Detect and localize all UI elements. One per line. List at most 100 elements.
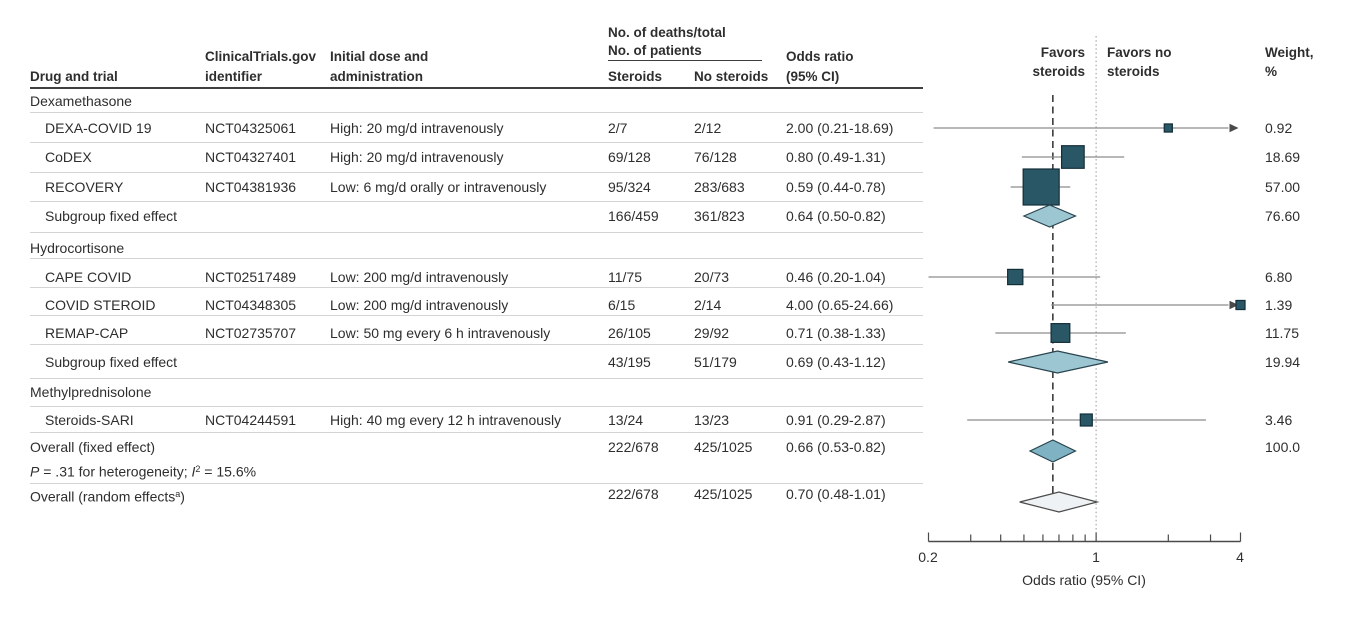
weight-value: 6.80 xyxy=(1265,269,1293,285)
drug-section-label: Methylprednisolone xyxy=(30,384,152,400)
column-header-nct-line2: identifier xyxy=(205,69,263,84)
or-square-marker xyxy=(1050,323,1071,343)
deaths-no-steroids: 76/128 xyxy=(694,149,737,165)
row-separator xyxy=(30,315,923,316)
trial-name: Steroids-SARI xyxy=(45,412,134,428)
overall-label-part: ) xyxy=(180,488,185,505)
or-square-marker xyxy=(1060,145,1085,169)
heterogeneity-note-part: 2 xyxy=(195,464,201,474)
heterogeneity-note-part: I xyxy=(191,463,196,480)
dose-administration: High: 40 mg every 12 h intravenously xyxy=(330,412,562,428)
or-square-marker xyxy=(1235,299,1246,311)
weight-header-line2: % xyxy=(1265,64,1278,79)
trial-name: COVID STEROID xyxy=(45,297,156,313)
column-header-or-line2: (95% CI) xyxy=(786,69,840,84)
or-square-marker xyxy=(1007,268,1024,286)
deaths-steroids: 166/459 xyxy=(608,208,659,224)
row-separator xyxy=(30,258,923,259)
column-header-drug-and-trial: Drug and trial xyxy=(30,69,118,84)
nct-identifier: NCT04381936 xyxy=(205,179,297,195)
deaths-no-steroids: 283/683 xyxy=(694,179,745,195)
dose-administration: High: 20 mg/d intravenously xyxy=(330,120,504,136)
deaths-no-steroids: 2/12 xyxy=(694,120,722,136)
heterogeneity-note-part: = .31 for heterogeneity; xyxy=(39,463,192,480)
dose-administration: Low: 6 mg/d orally or intravenously xyxy=(330,179,547,195)
weight-header-line1: Weight, xyxy=(1265,45,1314,60)
weight-value: 100.0 xyxy=(1265,439,1301,455)
deaths-no-steroids: 51/179 xyxy=(694,354,737,370)
nct-identifier: NCT04244591 xyxy=(205,412,297,428)
favors-steroids-label-line2: steroids xyxy=(1032,64,1085,79)
nct-identifier: NCT04348305 xyxy=(205,297,297,313)
column-header-deaths-line1: No. of deaths/total xyxy=(608,25,726,40)
column-header-dose-line2: administration xyxy=(330,69,424,84)
deaths-steroids: 222/678 xyxy=(608,439,659,455)
deaths-no-steroids: 13/23 xyxy=(694,412,730,428)
deaths-steroids: 43/195 xyxy=(608,354,651,370)
column-header-no-steroids: No steroids xyxy=(694,69,769,84)
subgroup-label: Subgroup fixed effect xyxy=(45,354,178,370)
favors-steroids-label-line1: Favors xyxy=(1040,45,1085,60)
deaths-no-steroids: 29/92 xyxy=(694,325,730,341)
weight-value: 57.00 xyxy=(1265,179,1301,195)
dose-administration: Low: 200 mg/d intravenously xyxy=(330,297,509,313)
nct-identifier: NCT02517489 xyxy=(205,269,297,285)
deaths-no-steroids: 2/14 xyxy=(694,297,722,313)
deaths-header-underline xyxy=(608,60,762,61)
favors-no-steroids-label-line1: Favors no xyxy=(1107,45,1172,60)
nct-identifier: NCT04325061 xyxy=(205,120,297,136)
overall-label-part: Overall (random effects xyxy=(30,488,176,505)
pooled-diamond xyxy=(1022,204,1077,228)
row-separator xyxy=(30,483,923,484)
pooled-diamond xyxy=(1028,439,1077,463)
overall-label: Overall (fixed effect) xyxy=(30,439,156,455)
deaths-steroids: 69/128 xyxy=(608,149,651,165)
deaths-steroids: 95/324 xyxy=(608,179,651,195)
weight-value: 3.46 xyxy=(1265,412,1293,428)
overall-label-part: a xyxy=(175,489,181,499)
pooled-diamond xyxy=(1019,491,1100,513)
odds-ratio-ci: 0.46 (0.20-1.04) xyxy=(786,269,886,285)
trial-name: DEXA-COVID 19 xyxy=(45,120,152,136)
trial-name: RECOVERY xyxy=(45,179,124,195)
deaths-steroids: 26/105 xyxy=(608,325,651,341)
column-header-dose-line1: Initial dose and xyxy=(330,49,429,64)
row-separator xyxy=(30,378,923,379)
weight-value: 19.94 xyxy=(1265,354,1301,370)
column-header-nct-line1: ClinicalTrials.gov xyxy=(205,49,317,64)
heterogeneity-note-part: = 15.6% xyxy=(200,463,257,480)
heterogeneity-note: P = .31 for heterogeneity; I2 = 15.6% xyxy=(30,460,256,481)
or-square-marker xyxy=(1079,413,1093,427)
deaths-no-steroids: 425/1025 xyxy=(694,439,753,455)
or-square-marker xyxy=(1163,123,1173,133)
odds-ratio-ci: 0.70 (0.48-1.01) xyxy=(786,486,886,502)
odds-ratio-ci: 0.80 (0.49-1.31) xyxy=(786,149,886,165)
deaths-steroids: 11/75 xyxy=(608,269,642,285)
deaths-steroids: 2/7 xyxy=(608,120,628,136)
nct-identifier: NCT04327401 xyxy=(205,149,297,165)
row-separator xyxy=(30,232,923,233)
subgroup-label: Subgroup fixed effect xyxy=(45,208,178,224)
odds-ratio-ci: 0.64 (0.50-0.82) xyxy=(786,208,886,224)
weight-value: 11.75 xyxy=(1265,325,1299,341)
heterogeneity-note-part: P xyxy=(30,463,40,480)
odds-ratio-ci: 0.71 (0.38-1.33) xyxy=(786,325,886,341)
weight-value: 76.60 xyxy=(1265,208,1301,224)
trial-name: CAPE COVID xyxy=(45,269,132,285)
nct-identifier: NCT02735707 xyxy=(205,325,297,341)
column-header-steroids: Steroids xyxy=(608,69,663,84)
drug-section-label: Dexamethasone xyxy=(30,93,132,109)
row-separator xyxy=(30,201,923,202)
column-header-deaths-line2: No. of patients xyxy=(608,43,702,58)
dose-administration: Low: 50 mg every 6 h intravenously xyxy=(330,325,551,341)
overall-label: Overall (random effectsa) xyxy=(30,485,185,506)
trial-name: CoDEX xyxy=(45,149,92,165)
row-separator xyxy=(30,406,923,407)
drug-section-label: Hydrocortisone xyxy=(30,240,125,256)
deaths-no-steroids: 425/1025 xyxy=(694,486,753,502)
dose-administration: Low: 200 mg/d intravenously xyxy=(330,269,509,285)
odds-ratio-ci: 0.69 (0.43-1.12) xyxy=(786,354,886,370)
deaths-no-steroids: 361/823 xyxy=(694,208,745,224)
